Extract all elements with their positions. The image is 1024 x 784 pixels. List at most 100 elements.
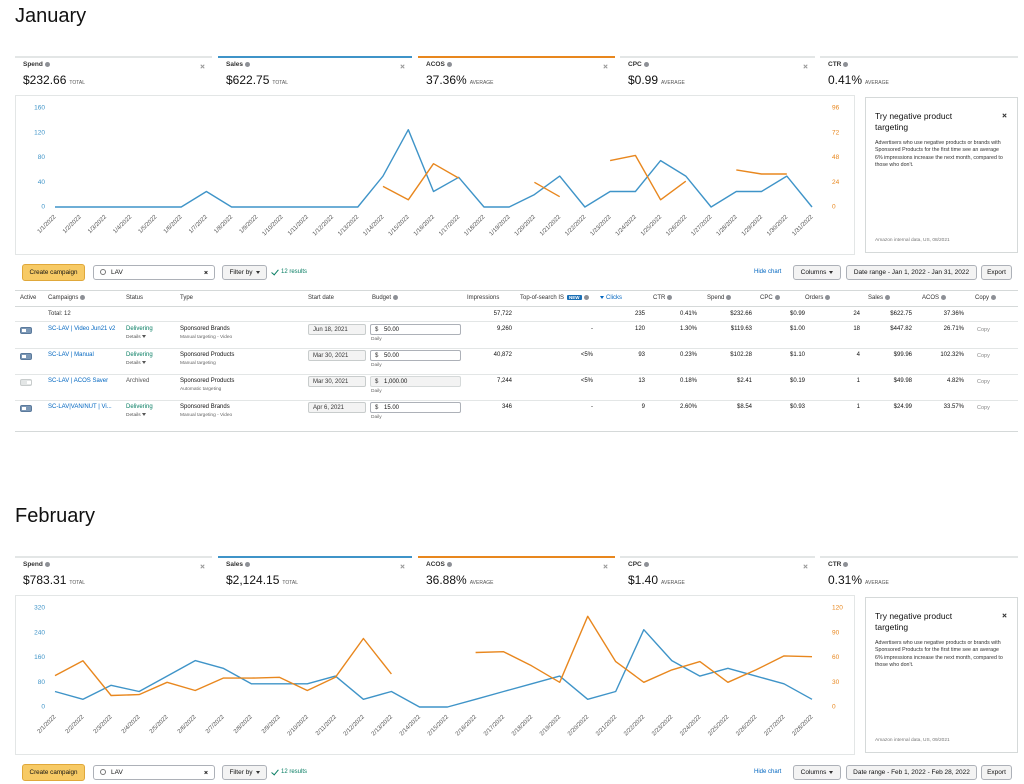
close-icon[interactable] — [803, 63, 808, 69]
column-header[interactable]: Status — [126, 295, 143, 301]
column-header[interactable]: CPC — [760, 295, 780, 301]
active-toggle[interactable] — [20, 379, 32, 386]
campaign-name[interactable]: SC-LAV | Video Jun21 v2 — [48, 326, 116, 332]
metric-label-row: ACOS — [426, 61, 452, 68]
column-header[interactable]: Orders — [805, 295, 831, 301]
row-divider — [15, 400, 1018, 401]
hide-chart-link[interactable]: Hide chart — [754, 769, 782, 775]
details-toggle[interactable]: Details — [126, 361, 146, 366]
campaign-name[interactable]: SC-LAV | ACOS Saver — [48, 378, 109, 384]
close-icon[interactable] — [803, 563, 808, 569]
metric-cell: 120 — [634, 326, 645, 332]
budget-input[interactable]: $50.00 — [370, 324, 461, 335]
metric-cell: 102.32% — [940, 352, 964, 358]
column-header[interactable]: Budget — [372, 295, 399, 301]
details-toggle[interactable]: Details — [126, 413, 146, 418]
metric-card[interactable]: CTR 0.31% AVERAGE — [820, 556, 1018, 590]
budget-input[interactable]: $15.00 — [370, 402, 461, 413]
filter-button[interactable]: Filter by — [222, 765, 267, 780]
copy-link[interactable]: Copy — [977, 353, 990, 359]
metric-card[interactable]: ACOS 36.88% AVERAGE — [418, 556, 615, 590]
search-box[interactable]: LAV — [93, 265, 215, 280]
create-campaign-button[interactable]: Create campaign — [22, 764, 85, 781]
hide-chart-link[interactable]: Hide chart — [754, 269, 782, 275]
metric-card[interactable]: Sales $622.75 TOTAL — [218, 56, 412, 90]
active-toggle[interactable] — [20, 353, 32, 360]
metric-cell: $99.96 — [893, 352, 912, 358]
column-header[interactable]: Clicks — [600, 295, 622, 301]
targeting-type: Manual targeting - Video — [180, 335, 233, 340]
close-icon[interactable] — [603, 63, 608, 69]
column-header[interactable]: Impressions — [467, 295, 499, 301]
columns-text: Columns — [800, 269, 827, 276]
total-cell: 57,722 — [493, 311, 512, 317]
metric-card[interactable]: Spend $232.66 TOTAL — [15, 56, 212, 90]
close-icon[interactable] — [1002, 112, 1007, 118]
metric-value: $783.31 — [23, 573, 67, 587]
metric-card[interactable]: CPC $1.40 AVERAGE — [620, 556, 815, 590]
close-icon[interactable] — [204, 770, 208, 775]
active-toggle[interactable] — [20, 327, 32, 334]
details-text: Details — [126, 413, 141, 418]
column-header-text: Campaigns — [48, 295, 79, 302]
filter-button[interactable]: Filter by — [222, 265, 267, 280]
info-icon — [245, 561, 250, 567]
close-icon[interactable] — [200, 63, 205, 69]
search-text: LAV — [111, 269, 123, 276]
metric-aggregate: AVERAGE — [865, 580, 889, 586]
close-icon[interactable] — [200, 563, 205, 569]
metric-cell: 13 — [638, 378, 645, 384]
create-campaign-button[interactable]: Create campaign — [22, 264, 85, 281]
campaign-status: Delivering — [126, 404, 153, 410]
date-range-button[interactable]: Date range - Jan 1, 2022 - Jan 31, 2022 — [846, 265, 977, 280]
tip-footnote: Amazon internal data, US, 09/2021 — [875, 738, 950, 743]
columns-button[interactable]: Columns — [793, 265, 841, 280]
metric-card[interactable]: CTR 0.41% AVERAGE — [820, 56, 1018, 90]
column-header[interactable]: Start date — [308, 295, 334, 301]
column-header[interactable]: Campaigns — [48, 295, 86, 302]
column-header[interactable]: Spend — [707, 295, 732, 301]
column-header-text: Active — [20, 295, 37, 301]
column-header[interactable]: Top-of-search IS NEW — [520, 295, 589, 301]
section-heading: January — [15, 5, 87, 27]
close-icon[interactable] — [204, 270, 208, 275]
close-icon[interactable] — [603, 563, 608, 569]
metric-value-row: $1.40 AVERAGE — [628, 571, 685, 589]
metric-card[interactable]: Spend $783.31 TOTAL — [15, 556, 212, 590]
budget-input[interactable]: $50.00 — [370, 350, 461, 361]
search-box[interactable]: LAV — [93, 765, 215, 780]
caret — [141, 413, 146, 417]
metric-card[interactable]: Sales $2,124.15 TOTAL — [218, 556, 412, 590]
columns-button[interactable]: Columns — [793, 765, 841, 780]
details-toggle[interactable]: Details — [126, 335, 146, 340]
campaign-type: Sponsored Brands — [180, 326, 230, 332]
metric-label-row: CPC — [628, 61, 649, 68]
info-icon — [843, 561, 849, 567]
export-button[interactable]: Export — [981, 265, 1012, 280]
column-header[interactable]: CTR — [653, 295, 673, 301]
metric-card[interactable]: CPC $0.99 AVERAGE — [620, 56, 815, 90]
column-header[interactable]: Active — [20, 295, 36, 301]
toggle-knob — [22, 355, 26, 358]
column-header[interactable]: Copy — [975, 295, 997, 301]
campaign-name[interactable]: SC-LAV | Manual — [48, 352, 94, 358]
copy-link[interactable]: Copy — [977, 379, 990, 385]
metric-cell: 4.82% — [946, 378, 964, 384]
start-date: Mar 30, 2021 — [308, 376, 366, 387]
metric-cell: $119.63 — [730, 326, 752, 332]
budget-value: 15.00 — [384, 405, 400, 411]
date-range-button[interactable]: Date range - Feb 1, 2022 - Feb 28, 2022 — [846, 765, 977, 780]
metric-cell: - — [591, 326, 593, 332]
export-button[interactable]: Export — [981, 765, 1012, 780]
close-icon[interactable] — [400, 563, 405, 569]
campaign-name[interactable]: SC-LAV|VAN/NUT | Vi... — [48, 404, 112, 410]
copy-link[interactable]: Copy — [977, 327, 990, 333]
metric-card[interactable]: ACOS 37.36% AVERAGE — [418, 56, 615, 90]
copy-link[interactable]: Copy — [977, 405, 990, 411]
active-toggle[interactable] — [20, 405, 32, 412]
close-icon[interactable] — [400, 63, 405, 69]
column-header[interactable]: Sales — [868, 295, 891, 301]
column-header[interactable]: ACOS — [922, 295, 947, 301]
column-header[interactable]: Type — [180, 295, 193, 301]
close-icon[interactable] — [1002, 612, 1007, 618]
